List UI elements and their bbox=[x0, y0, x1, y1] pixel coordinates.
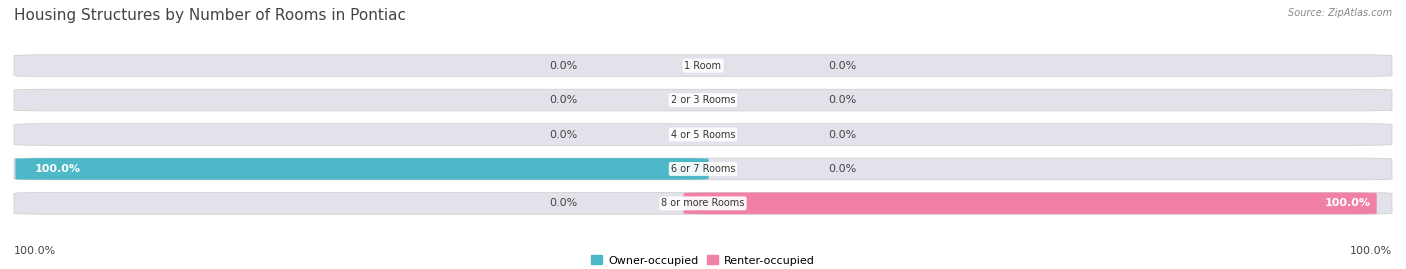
Text: 0.0%: 0.0% bbox=[550, 95, 578, 105]
FancyBboxPatch shape bbox=[14, 158, 1392, 180]
FancyBboxPatch shape bbox=[14, 89, 1392, 111]
Text: 2 or 3 Rooms: 2 or 3 Rooms bbox=[671, 95, 735, 105]
Text: 0.0%: 0.0% bbox=[828, 164, 856, 174]
Text: 4 or 5 Rooms: 4 or 5 Rooms bbox=[671, 129, 735, 140]
Text: 0.0%: 0.0% bbox=[550, 198, 578, 208]
Text: 100.0%: 100.0% bbox=[1324, 198, 1371, 208]
Text: 6 or 7 Rooms: 6 or 7 Rooms bbox=[671, 164, 735, 174]
FancyBboxPatch shape bbox=[14, 193, 1392, 214]
Text: 8 or more Rooms: 8 or more Rooms bbox=[661, 198, 745, 208]
Text: 0.0%: 0.0% bbox=[550, 129, 578, 140]
Text: Source: ZipAtlas.com: Source: ZipAtlas.com bbox=[1288, 8, 1392, 18]
FancyBboxPatch shape bbox=[14, 124, 1392, 145]
Text: 100.0%: 100.0% bbox=[14, 246, 56, 256]
Text: 1 Room: 1 Room bbox=[685, 61, 721, 71]
FancyBboxPatch shape bbox=[683, 193, 1376, 214]
Text: 100.0%: 100.0% bbox=[1350, 246, 1392, 256]
Text: 0.0%: 0.0% bbox=[550, 61, 578, 71]
FancyBboxPatch shape bbox=[15, 158, 709, 180]
Text: Housing Structures by Number of Rooms in Pontiac: Housing Structures by Number of Rooms in… bbox=[14, 8, 406, 23]
Text: 0.0%: 0.0% bbox=[828, 61, 856, 71]
Legend: Owner-occupied, Renter-occupied: Owner-occupied, Renter-occupied bbox=[586, 251, 820, 269]
Text: 0.0%: 0.0% bbox=[828, 95, 856, 105]
Text: 0.0%: 0.0% bbox=[828, 129, 856, 140]
FancyBboxPatch shape bbox=[14, 55, 1392, 76]
Text: 100.0%: 100.0% bbox=[35, 164, 82, 174]
